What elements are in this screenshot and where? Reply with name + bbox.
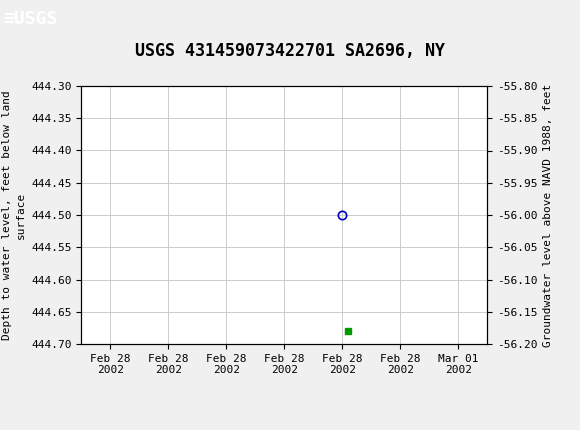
Y-axis label: Depth to water level, feet below land
surface: Depth to water level, feet below land su… — [2, 90, 26, 340]
Text: ≡USGS: ≡USGS — [3, 10, 57, 28]
Text: USGS 431459073422701 SA2696, NY: USGS 431459073422701 SA2696, NY — [135, 42, 445, 60]
Y-axis label: Groundwater level above NAVD 1988, feet: Groundwater level above NAVD 1988, feet — [543, 83, 553, 347]
